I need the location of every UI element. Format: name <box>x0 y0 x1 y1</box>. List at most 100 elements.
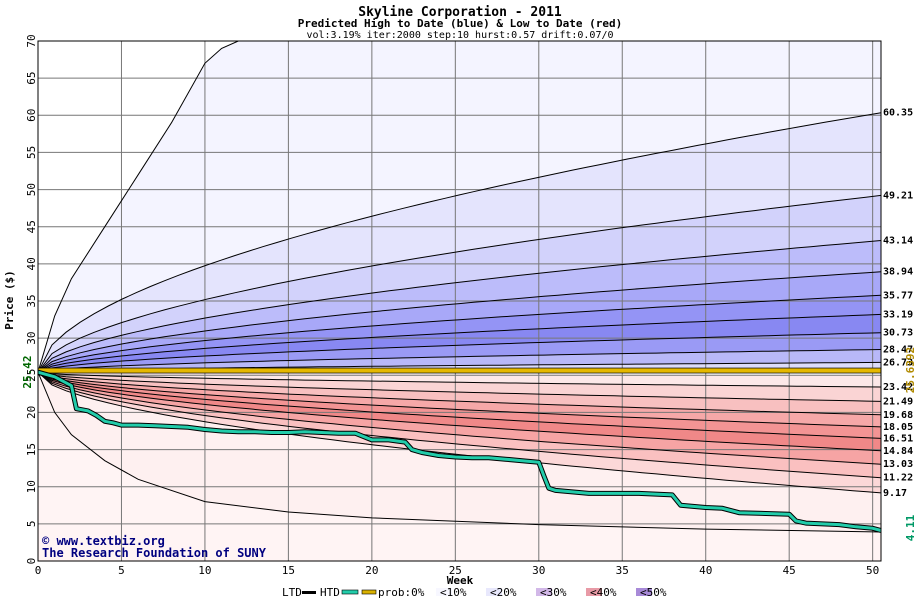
legend-swatch <box>636 588 652 596</box>
y-tick-label: 10 <box>25 480 38 493</box>
high-boundary-line <box>37 349 882 373</box>
reference-price-label: 25.6392 <box>904 347 917 393</box>
legend-label: <30% <box>540 586 567 599</box>
high-boundary-line <box>37 194 882 373</box>
legend-item: prob:0% <box>361 586 425 599</box>
high-boundary-line <box>37 271 882 373</box>
legend-swatch <box>341 589 359 595</box>
high-band-1 <box>38 41 881 373</box>
y-tick-label: 45 <box>25 220 38 233</box>
band-end-label: 9.17 <box>883 488 907 499</box>
band-end-labels: 60.35 49.21 43.14 38.94 35.77 33.19 30.73 28.47… <box>883 108 913 499</box>
low-band-3 <box>38 372 881 415</box>
legend-label: prob:0% <box>378 586 425 599</box>
legend-label: <50% <box>640 586 667 599</box>
y-tick-label: 25 <box>25 369 38 382</box>
low-boundary-line <box>37 372 882 533</box>
low-boundary-line <box>37 371 882 416</box>
chart-title: Skyline Corporation - 2011 <box>358 5 562 20</box>
chart-params: vol:3.19% iter:2000 step:10 hurst:0.57 d… <box>306 30 613 41</box>
low-band-6 <box>38 372 881 451</box>
high-band-9 <box>38 349 881 373</box>
legend-swatch <box>536 588 552 596</box>
band-end-label: 18.05 <box>883 422 913 433</box>
credit-organization: The Research Foundation of SUNY <box>42 546 267 560</box>
y-tick-label: 30 <box>25 332 38 345</box>
high-band-4 <box>38 240 881 373</box>
high-band-3 <box>38 195 881 373</box>
probability-bands <box>38 41 881 561</box>
y-tick-label: 70 <box>25 34 38 47</box>
low-band-8 <box>38 372 881 478</box>
legend-label: <40% <box>590 586 617 599</box>
band-end-label: 21.49 <box>883 396 913 407</box>
x-tick-label: 10 <box>198 564 211 577</box>
reference-price-line <box>37 367 882 374</box>
band-end-label: 49.21 <box>883 190 913 201</box>
low-band-9 <box>38 372 881 493</box>
legend-item: <20% <box>486 586 517 599</box>
low-band-10 <box>38 372 881 532</box>
y-tick-label: 60 <box>25 109 38 122</box>
x-tick-label: 0 <box>35 564 42 577</box>
legend-item: <30% <box>536 586 567 599</box>
low-boundary-line <box>37 371 882 465</box>
y-axis-label: Price ($) <box>3 270 16 330</box>
band-end-label: 23.42 <box>883 382 913 393</box>
legend-label: LTD <box>282 586 302 599</box>
legend-item: LTD <box>282 586 316 599</box>
y-tick-label: 0 <box>25 558 38 565</box>
band-end-label: 14.84 <box>883 446 913 457</box>
x-tick-labels: 0 5 10 15 20 25 30 35 40 45 50 <box>35 564 880 577</box>
low-boundary-line <box>37 371 882 428</box>
low-band-4 <box>38 372 881 427</box>
high-boundary-line <box>37 294 882 373</box>
low-band-1 <box>38 372 881 387</box>
x-tick-label: 15 <box>282 564 295 577</box>
y-tick-label: 35 <box>25 294 38 307</box>
x-tick-label: 25 <box>449 564 462 577</box>
credit-website: © www.textbiz.org <box>42 534 165 548</box>
band-end-label: 13.03 <box>883 459 913 470</box>
x-axis-label: Week <box>447 574 474 587</box>
legend-label: HTD <box>320 586 340 599</box>
legend-swatch <box>436 588 452 596</box>
high-boundary-line <box>37 40 881 373</box>
y-tick-label: 20 <box>25 406 38 419</box>
low-boundary-line <box>37 371 882 439</box>
band-end-label: 26.73 <box>883 357 913 368</box>
y-tick-label: 5 <box>25 521 38 528</box>
high-band-8 <box>38 332 881 373</box>
legend-item: <10% <box>436 586 467 599</box>
last-price-label: 4.11 <box>904 514 917 541</box>
band-end-label: 19.68 <box>883 410 913 421</box>
low-boundary-line <box>37 371 882 479</box>
legend-swatch <box>586 588 602 596</box>
y-tick-label: 40 <box>25 257 38 270</box>
band-end-label: 11.22 <box>883 473 913 484</box>
band-end-label: 16.51 <box>883 433 913 444</box>
high-boundary-line <box>37 112 882 373</box>
x-tick-label: 20 <box>365 564 378 577</box>
price-path-line <box>37 370 882 532</box>
low-band-outer <box>38 372 881 561</box>
low-boundary-line <box>37 371 882 452</box>
legend-swatch <box>361 589 377 595</box>
y-tick-label: 65 <box>25 72 38 85</box>
chart-subtitle: Predicted High to Date (blue) & Low to D… <box>298 17 623 30</box>
y-tick-label: 55 <box>25 146 38 159</box>
band-end-label: 35.77 <box>883 290 913 301</box>
band-end-label: 28.47 <box>883 345 913 356</box>
legend-item: <50% <box>636 586 667 599</box>
legend-swatch <box>486 588 502 596</box>
high-band-2 <box>38 112 881 373</box>
x-tick-label: 35 <box>616 564 629 577</box>
band-end-label: 43.14 <box>883 236 913 247</box>
band-end-label: 30.73 <box>883 328 913 339</box>
x-tick-label: 30 <box>532 564 545 577</box>
band-end-label: 38.94 <box>883 267 913 278</box>
legend-label: <10% <box>440 586 467 599</box>
high-band-5 <box>38 271 881 373</box>
y-tick-labels: 0 5 10 15 20 25 30 35 40 45 50 55 60 65 70 <box>25 34 38 564</box>
